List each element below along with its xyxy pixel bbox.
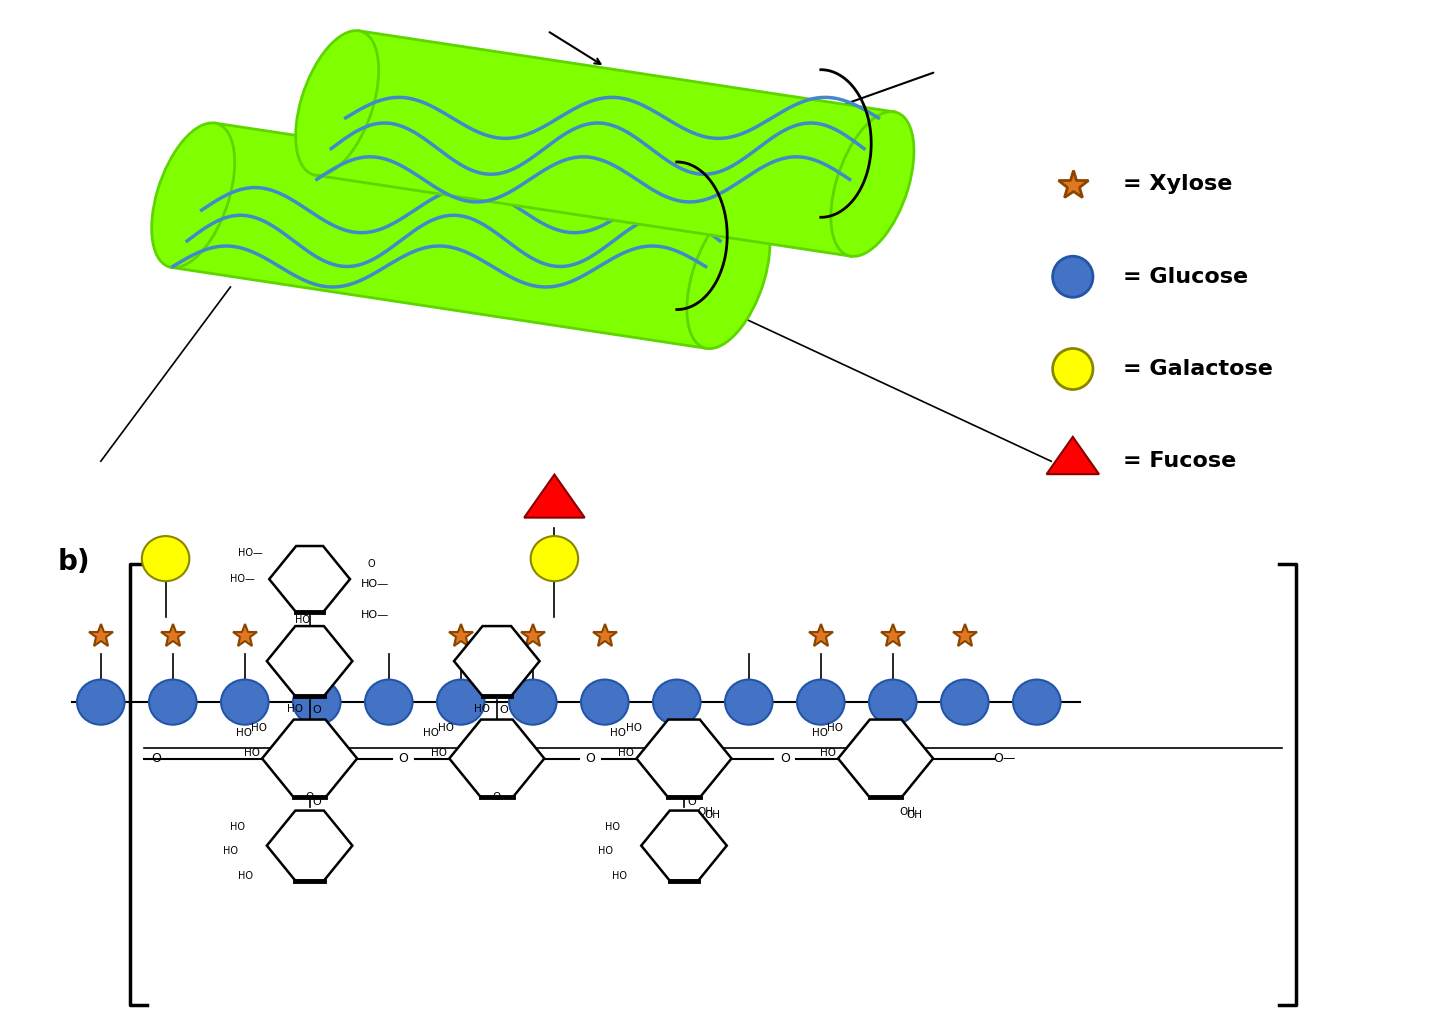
Text: O: O [780,752,789,765]
Polygon shape [315,31,894,256]
Ellipse shape [870,680,916,725]
Ellipse shape [1014,680,1060,725]
Text: O: O [399,752,408,765]
Polygon shape [636,720,732,797]
Text: HO: HO [612,871,626,882]
Text: HO—: HO— [360,610,389,620]
Text: b): b) [58,548,91,576]
Text: O: O [305,792,314,803]
Polygon shape [454,626,540,696]
Text: HO: HO [598,846,612,856]
Ellipse shape [438,680,484,725]
Text: HO—: HO— [230,574,255,584]
Polygon shape [838,720,933,797]
Text: O: O [687,797,696,807]
Text: O: O [500,705,508,714]
Text: HO: HO [827,723,844,733]
Text: HO: HO [236,728,252,738]
Text: HO: HO [611,728,626,738]
Polygon shape [266,626,353,696]
Ellipse shape [1053,348,1093,390]
Ellipse shape [1053,256,1093,297]
Polygon shape [171,123,750,348]
Ellipse shape [222,680,268,725]
Text: O: O [492,792,501,803]
Text: = Fucose: = Fucose [1123,451,1237,472]
Ellipse shape [78,680,125,725]
Ellipse shape [687,204,770,348]
Ellipse shape [942,680,989,725]
Ellipse shape [151,123,235,268]
Text: O—: O— [994,752,1017,765]
Text: HO: HO [423,728,439,738]
Text: OH: OH [899,807,916,817]
Text: OH: OH [697,807,714,817]
Ellipse shape [654,680,700,725]
Text: OH: OH [906,810,923,820]
Ellipse shape [798,680,844,725]
Text: HO: HO [238,871,252,882]
Text: O: O [312,797,321,807]
Text: = Galactose: = Galactose [1123,359,1273,379]
Polygon shape [1047,437,1099,475]
Text: O: O [586,752,595,765]
Ellipse shape [141,536,190,581]
Polygon shape [269,546,350,612]
Polygon shape [266,811,353,880]
Text: HO: HO [438,723,455,733]
Text: HO: HO [812,728,828,738]
Polygon shape [641,811,727,880]
Text: O: O [367,559,374,569]
Text: HO: HO [625,723,642,733]
Ellipse shape [295,31,379,175]
Text: HO: HO [223,846,238,856]
Ellipse shape [726,680,773,725]
Text: HO: HO [287,704,304,714]
Text: HO: HO [230,822,245,832]
Text: HO: HO [605,822,619,832]
Ellipse shape [294,680,341,725]
Ellipse shape [580,680,628,725]
Text: O: O [151,752,161,765]
Ellipse shape [530,536,577,581]
Text: HO: HO [251,723,268,733]
Ellipse shape [150,680,196,725]
Text: HO: HO [431,748,448,758]
Text: = Glucose: = Glucose [1123,266,1248,287]
Text: OH: OH [704,810,721,820]
Text: HO: HO [243,748,261,758]
Text: HO—: HO— [238,548,262,559]
Text: HO: HO [618,748,635,758]
Polygon shape [262,720,357,797]
Text: O: O [312,705,321,714]
Text: HO: HO [819,748,837,758]
Text: This Photo by Unknown Author is licensed under CC BY: This Photo by Unknown Author is licensed… [982,979,1250,989]
Ellipse shape [366,680,413,725]
Polygon shape [524,475,585,518]
Ellipse shape [831,112,914,256]
Polygon shape [449,720,544,797]
Text: HO: HO [474,704,491,714]
Text: HO—: HO— [360,579,389,589]
Text: HO: HO [295,615,310,625]
Text: = Xylose: = Xylose [1123,174,1233,195]
Ellipse shape [510,680,556,725]
